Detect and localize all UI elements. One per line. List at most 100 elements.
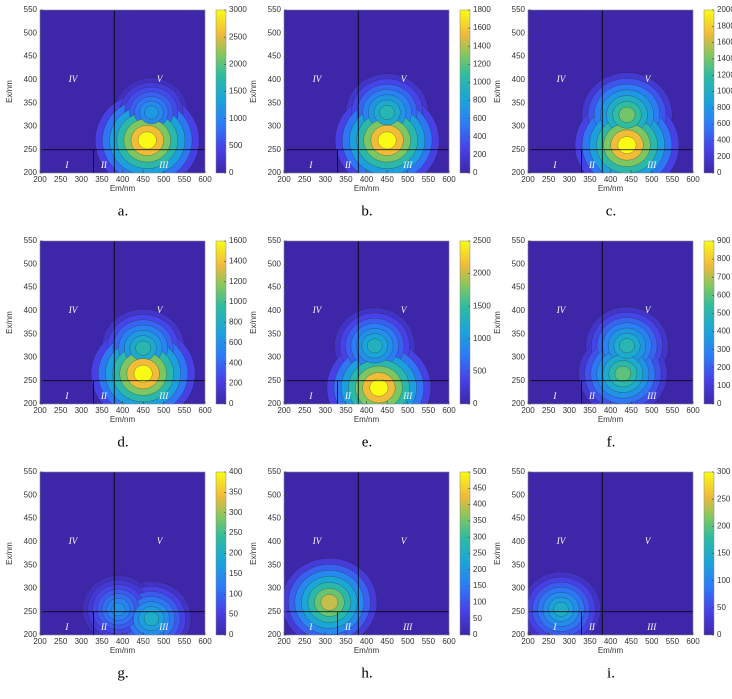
x-tick-label: 250 [54,637,68,646]
x-tick-label: 400 [116,175,130,184]
region-label: I [308,622,313,632]
contour-level [111,602,126,617]
caption: h. [361,665,372,681]
x-tick-label: 600 [686,175,700,184]
y-tick-label: 550 [24,5,38,14]
x-tick-label: 300 [563,406,577,415]
colorbar-tick-label: 0 [229,168,234,177]
region-label: V [645,74,652,84]
contour-level [137,131,157,150]
y-axis-label: Ex/nm [5,311,14,334]
x-tick-label: 450 [624,406,638,415]
x-tick-label: 550 [422,637,436,646]
colorbar-tick-label: 1000 [229,297,247,306]
contour-level [614,365,632,382]
colorbar-tick-label: 100 [473,598,487,607]
caption: e. [362,434,372,450]
colorbar-tick-label: 1400 [717,54,732,63]
colorbar [459,240,471,405]
colorbar-tick-label: 250 [229,528,243,537]
x-tick-label: 300 [75,637,89,646]
region-label: II [100,160,108,170]
x-tick-label: 350 [95,175,109,184]
contours [334,73,440,173]
y-tick-label: 200 [512,399,526,408]
colorbar-tick-label: 0 [473,630,478,639]
y-tick-label: 250 [512,145,526,154]
y-tick-label: 300 [24,584,38,593]
colorbar-tick-label: 600 [473,114,487,123]
x-tick-label: 300 [563,175,577,184]
colorbar-tick-label: 1800 [473,5,491,14]
colorbar-tick-label: 1000 [717,87,732,96]
contours [578,306,669,404]
y-tick-label: 250 [512,376,526,385]
y-tick-label: 350 [268,329,282,338]
y-tick-label: 350 [512,329,526,338]
y-tick-label: 500 [24,490,38,499]
x-tick-label: 550 [178,406,192,415]
x-tick-label: 400 [360,637,374,646]
y-axis-label: Ex/nm [5,542,14,565]
y-tick-label: 400 [24,306,38,315]
colorbar-tick-label: 150 [229,569,243,578]
y-tick-label: 250 [268,607,282,616]
region-label: V [645,305,652,315]
y-tick-label: 300 [268,353,282,362]
y-tick-label: 250 [268,145,282,154]
x-tick-label: 350 [95,406,109,415]
colorbar-tick-label: 1200 [473,59,491,68]
colorbar-tick-label: 100 [229,589,243,598]
y-tick-label: 450 [268,283,282,292]
x-tick-label: 500 [645,175,659,184]
region-label: I [552,622,557,632]
colorbar-tick-label: 100 [717,576,731,585]
x-axis-label: Em/nm [354,646,380,655]
x-tick-label: 550 [178,637,192,646]
colorbar-tick-label: 150 [717,549,731,558]
x-tick-label: 600 [198,175,212,184]
colorbar-tick-label: 200 [717,363,731,372]
y-tick-label: 550 [512,236,526,245]
y-tick-label: 300 [512,122,526,131]
x-tick-label: 400 [116,406,130,415]
caption: d. [117,434,128,450]
caption: a. [118,203,128,219]
y-tick-label: 250 [268,376,282,385]
y-tick-label: 300 [268,584,282,593]
colorbar-tick-label: 500 [229,141,243,150]
x-tick-label: 500 [157,175,171,184]
x-tick-label: 250 [54,175,68,184]
y-tick-label: 200 [24,630,38,639]
colorbar-tick-label: 200 [717,521,731,530]
colorbar-tick-label: 250 [473,549,487,558]
x-tick-label: 300 [319,175,333,184]
colorbar-tick-label: 3000 [229,5,247,14]
y-tick-label: 400 [512,306,526,315]
x-tick-label: 600 [686,637,700,646]
caption: g. [117,665,128,681]
contour-level [617,136,637,154]
caption: c. [606,203,616,219]
colorbar-tick-label: 700 [717,272,731,281]
y-tick-label: 350 [512,98,526,107]
x-tick-label: 200 [521,175,535,184]
x-axis-label: Em/nm [354,415,380,424]
x-tick-label: 200 [33,637,47,646]
x-tick-label: 550 [422,406,436,415]
x-tick-label: 250 [54,406,68,415]
y-tick-label: 400 [268,537,282,546]
x-tick-label: 350 [583,175,597,184]
colorbar-tick-label: 600 [717,290,731,299]
colorbar-tick-label: 50 [717,603,726,612]
region-label: II [344,160,352,170]
colorbar-tick-label: 1200 [229,277,247,286]
y-tick-label: 500 [268,490,282,499]
colorbar-tick-label: 1200 [717,70,732,79]
region-label: II [344,622,352,632]
x-tick-label: 600 [442,175,456,184]
colorbar-tick-label: 500 [717,309,731,318]
y-axis-label: Ex/nm [249,542,258,565]
